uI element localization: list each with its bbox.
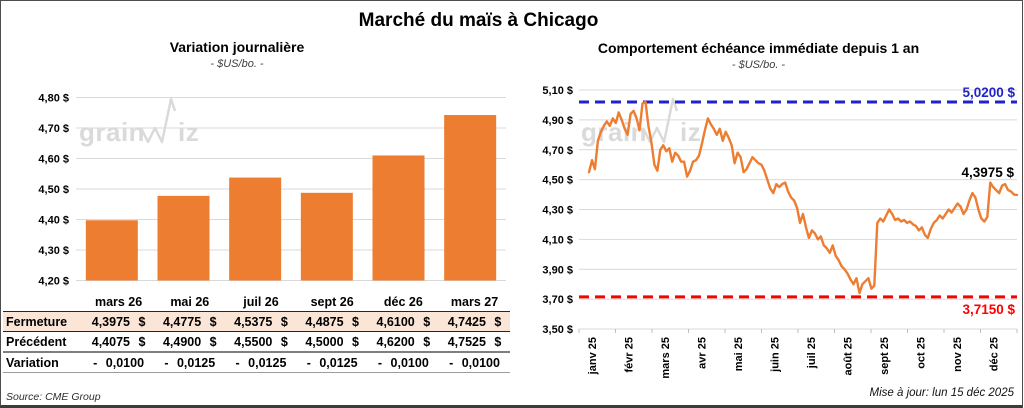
y-axis-label: 3,90 $: [542, 264, 573, 276]
watermark-zigzag-icon: [139, 97, 177, 144]
y-axis-label: 4,50 $: [542, 175, 573, 187]
variation-value-sept-26: - 0,0125: [306, 356, 358, 370]
x-axis-label: janv 25: [587, 337, 599, 375]
table-row-variation: Variation - 0,0100 - 0,0125 - 0,0125 - 0,012…: [3, 352, 511, 373]
daily-variation-panel: Variation journalière - $US/bo. - 4,80 $…: [1, 1, 513, 405]
variation-value-mars-26: - 0,0100: [93, 356, 145, 370]
table-corner-cell: [3, 292, 83, 312]
watermark-text: grain: [79, 117, 145, 147]
y-axis-label: 4,30 $: [38, 245, 69, 257]
x-axis-label: avr 25: [697, 337, 709, 369]
x-axis-label: août 25: [843, 337, 855, 376]
column-header-déc-26: déc 26: [383, 295, 423, 309]
y-axis-label: 4,10 $: [542, 234, 573, 246]
table-row-precedent: Précédent 4,4075 $ 4,4900 $ 4,5500 $ 4,5000 …: [3, 332, 511, 352]
table-header-row: mars 26 mai 26 juil 26 sept 26 déc 26 mars 27: [3, 292, 510, 312]
source-note: Source: CME Group: [6, 391, 101, 403]
bar-mai-26: [157, 195, 210, 281]
watermark-text: iz: [178, 117, 199, 147]
x-axis-label: févr 25: [624, 337, 636, 372]
bar-chart: 4,80 $ 4,70 $ 4,60 $ 4,50 $ 4,40 $ 4,30 $ 4,20…: [38, 93, 506, 288]
update-note: Mise à jour: lun 15 déc 2025: [869, 387, 1014, 399]
y-axis-label: 4,70 $: [542, 145, 573, 157]
x-axis-label: juin 25: [770, 337, 782, 373]
y-axis-label: 4,90 $: [542, 115, 573, 127]
price-line: [587, 100, 1019, 295]
row-label-fermeture: Fermeture: [6, 315, 68, 329]
fermeture-value-juil-26: 4,5375 $: [234, 315, 288, 329]
fermeture-value-déc-26: 4,6100 $: [376, 315, 431, 329]
page-title: Marché du maïs à Chicago: [358, 10, 599, 31]
x-axis-label: mai 25: [733, 337, 745, 371]
bar-juil-26: [229, 177, 282, 281]
one-year-panel: Comportement échéance immédiate depuis 1…: [513, 1, 1022, 405]
y-axis-label: 4,80 $: [38, 93, 69, 105]
y-axis-label: 4,60 $: [38, 154, 69, 166]
resistance-label: 5,0200 $: [962, 85, 1015, 100]
y-axis-label: 3,70 $: [542, 294, 573, 306]
x-axis-label: juil 25: [806, 337, 818, 369]
line-chart-subtitle: - $US/bo. -: [731, 59, 786, 71]
line-chart-title: Comportement échéance immédiate depuis 1…: [597, 40, 920, 56]
bar-mars-27: [444, 115, 497, 281]
variation-value-juil-26: - 0,0125: [235, 356, 287, 370]
row-label-precedent: Précédent: [6, 335, 67, 349]
x-axis-label: sept 25: [879, 337, 891, 375]
column-header-sept-26: sept 26: [310, 295, 354, 309]
x-axis-label: nov 25: [952, 337, 964, 372]
variation-value-mars-27: - 0,0100: [449, 356, 500, 370]
bar-déc-26: [372, 155, 425, 281]
y-axis-label: 4,70 $: [38, 123, 69, 135]
column-header-mars-26: mars 26: [94, 295, 143, 309]
row-label-variation: Variation: [6, 356, 59, 370]
y-axis-label: 4,30 $: [542, 205, 573, 217]
fermeture-value-mai-26: 4,4775 $: [162, 315, 217, 329]
column-header-mars-27: mars 27: [450, 295, 499, 309]
precedent-value-mars-26: 4,4075 $: [91, 335, 146, 349]
line-chart: 5,10 $ 4,90 $ 4,70 $ 4,50 $ 4,30 $ 4,10 $ 3,90…: [542, 85, 1019, 379]
precedent-value-sept-26: 4,5000 $: [305, 335, 359, 349]
watermark-text: iz: [680, 117, 701, 147]
precedent-value-mai-26: 4,4900 $: [162, 335, 217, 349]
y-axis-label: 4,40 $: [38, 215, 69, 227]
fermeture-value-mars-26: 4,3975 $: [91, 315, 146, 329]
precedent-value-juil-26: 4,5500 $: [234, 335, 288, 349]
x-axis-label: mars 25: [660, 337, 672, 379]
fermeture-value-mars-27: 4,7425 $: [447, 315, 502, 329]
bar-sept-26: [300, 192, 353, 281]
column-header-mai-26: mai 26: [170, 295, 210, 309]
column-header-juil-26: juil 26: [243, 295, 279, 309]
y-axis-label: 4,50 $: [38, 184, 69, 196]
x-axis-label: oct 25: [916, 337, 928, 369]
table-row-fermeture: Fermeture 4,3975 $ 4,4775 $ 4,5375 $ 4,4875 …: [3, 311, 511, 332]
y-axis-label: 3,50 $: [542, 324, 573, 336]
variation-value-déc-26: - 0,0100: [377, 356, 429, 370]
y-axis-label: 4,20 $: [38, 276, 69, 288]
fermeture-value-sept-26: 4,4875 $: [305, 315, 359, 329]
last-price-label: 4,3975 $: [961, 165, 1014, 180]
futures-table: mars 26 mai 26 juil 26 sept 26 déc 26 mars 27…: [3, 292, 511, 373]
precedent-value-mars-27: 4,7525 $: [447, 335, 502, 349]
y-axis-label: 5,10 $: [542, 85, 573, 97]
watermark-zigzag-icon: [641, 97, 679, 144]
bar-mars-26: [85, 220, 138, 281]
variation-value-mai-26: - 0,0125: [164, 356, 216, 370]
precedent-value-déc-26: 4,6200 $: [376, 335, 431, 349]
support-label: 3,7150 $: [962, 302, 1015, 317]
bar-chart-subtitle: - $US/bo. -: [210, 58, 264, 70]
bar-chart-title: Variation journalière: [169, 39, 305, 55]
x-axis-label: déc 25: [989, 337, 1001, 371]
watermark-logo: grain iz: [79, 97, 199, 147]
